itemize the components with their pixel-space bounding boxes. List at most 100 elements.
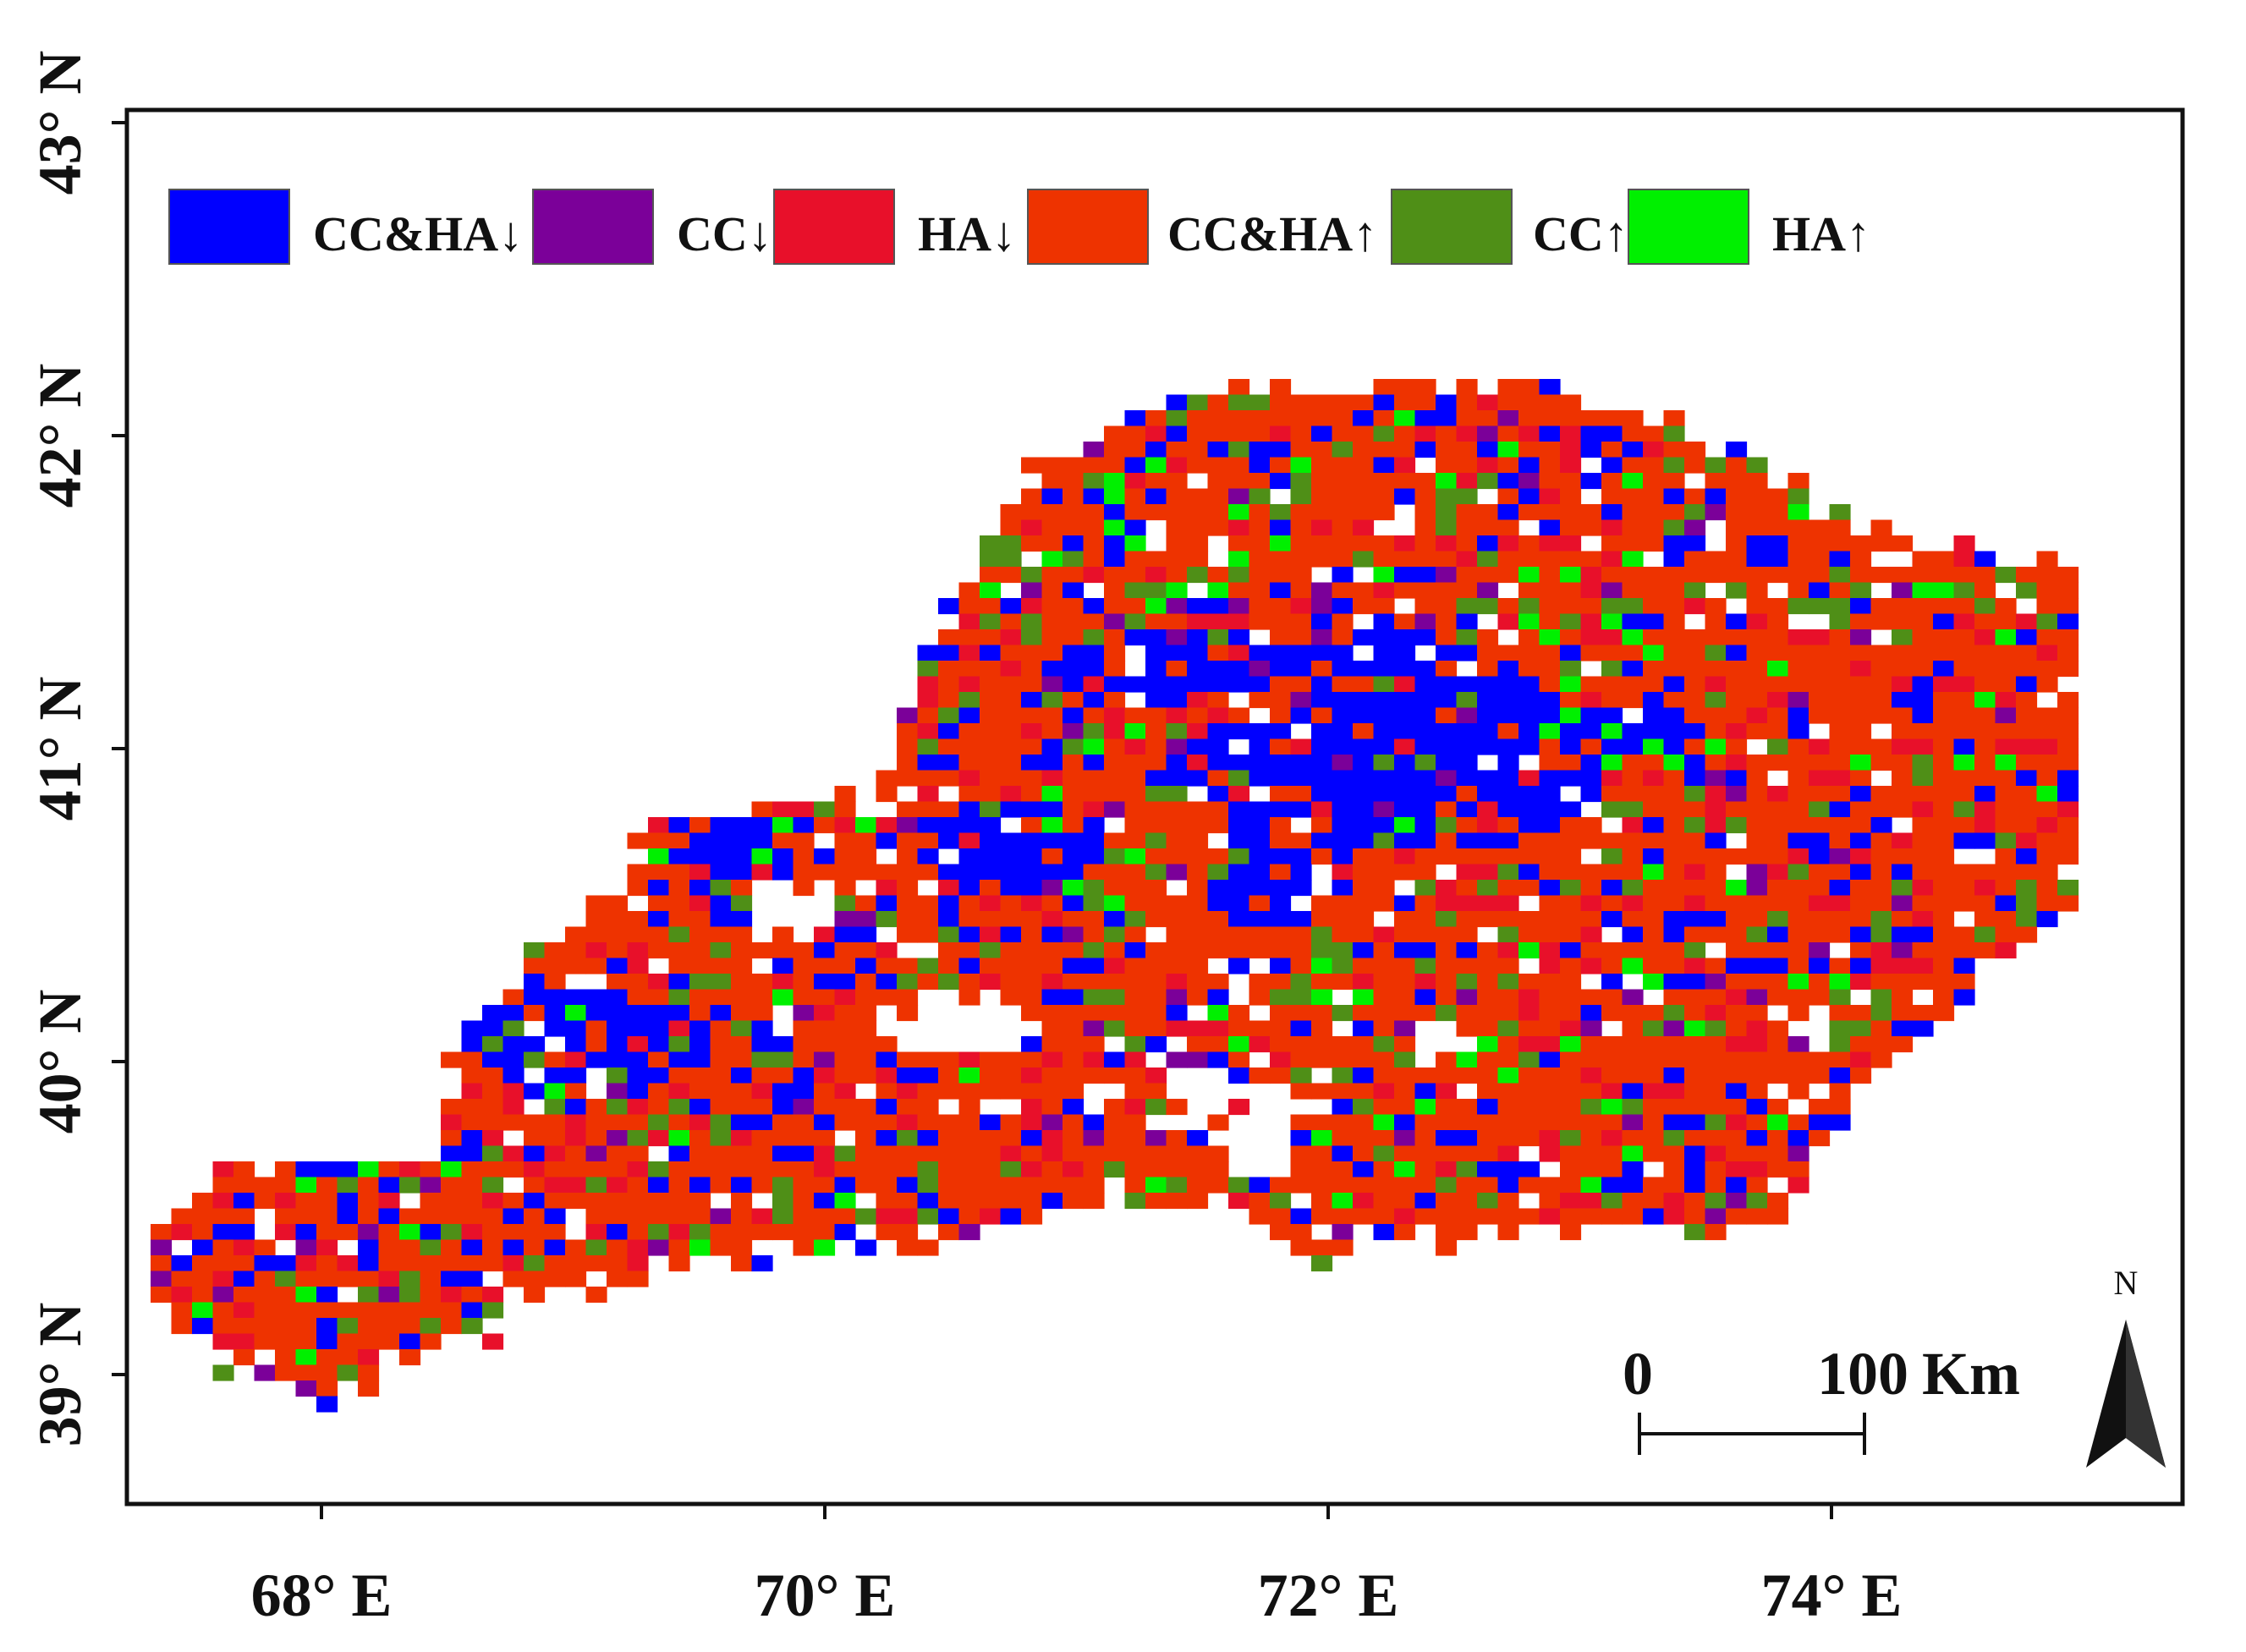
raster-cell xyxy=(1353,832,1375,849)
raster-cell xyxy=(876,1099,898,1116)
raster-cell xyxy=(1456,755,1478,771)
raster-cell xyxy=(1456,410,1478,427)
raster-cell xyxy=(1809,535,1831,552)
raster-cell xyxy=(1414,488,1436,505)
raster-cell xyxy=(772,864,794,881)
raster-cell xyxy=(1104,864,1126,881)
raster-cell xyxy=(1187,755,1209,771)
raster-cell xyxy=(502,1161,524,1178)
raster-cell xyxy=(1249,661,1271,678)
raster-cell xyxy=(1270,1177,1292,1194)
raster-cell xyxy=(378,1239,400,1256)
raster-cell xyxy=(793,1020,815,1037)
raster-cell xyxy=(1829,582,1851,599)
raster-cell xyxy=(938,911,960,928)
raster-cell xyxy=(1373,848,1395,865)
raster-cell xyxy=(1746,832,1768,849)
raster-cell xyxy=(855,1161,877,1178)
raster-cell xyxy=(1497,1036,1519,1053)
raster-cell xyxy=(1414,535,1436,552)
raster-cell xyxy=(192,1287,214,1303)
raster-cell xyxy=(1207,707,1229,724)
raster-cell xyxy=(1580,425,1602,442)
raster-cell xyxy=(834,1083,856,1100)
raster-cell xyxy=(1124,410,1146,427)
raster-cell xyxy=(751,848,773,865)
raster-cell xyxy=(1104,1099,1126,1116)
raster-cell xyxy=(1373,1130,1395,1147)
raster-cell xyxy=(1560,1224,1582,1241)
raster-cell xyxy=(1270,989,1292,1006)
raster-cell xyxy=(1021,645,1043,661)
raster-cell xyxy=(1477,958,1499,974)
raster-cell xyxy=(502,1224,524,1241)
raster-cell xyxy=(1953,535,1975,552)
raster-cell xyxy=(358,1364,380,1381)
raster-cell xyxy=(668,1036,690,1053)
raster-cell xyxy=(1270,410,1292,427)
raster-cell xyxy=(2016,692,2038,709)
raster-cell xyxy=(1663,661,1685,678)
raster-cell xyxy=(710,911,732,928)
raster-cell xyxy=(1145,661,1167,678)
raster-cell xyxy=(1456,1208,1478,1225)
raster-cell xyxy=(1580,1193,1602,1210)
raster-cell xyxy=(627,1005,649,1022)
raster-cell xyxy=(1601,488,1623,505)
raster-cell xyxy=(337,1364,359,1381)
raster-cell xyxy=(1539,692,1561,709)
raster-cell xyxy=(855,1020,877,1037)
raster-cell xyxy=(1684,1208,1706,1225)
raster-cell xyxy=(1684,504,1706,521)
raster-cell xyxy=(1436,410,1458,427)
raster-cell xyxy=(1373,551,1395,568)
raster-cell xyxy=(1726,1193,1748,1210)
raster-cell xyxy=(1207,1177,1229,1194)
raster-cell xyxy=(1497,1020,1519,1037)
raster-cell xyxy=(1829,770,1851,787)
raster-cell xyxy=(1726,1067,1748,1084)
raster-cell xyxy=(648,1020,670,1037)
raster-cell xyxy=(876,1083,898,1100)
raster-cell xyxy=(627,1208,649,1225)
raster-cell xyxy=(1373,1177,1395,1194)
raster-cell xyxy=(1083,1036,1105,1053)
raster-cell xyxy=(1021,1161,1043,1178)
raster-cell xyxy=(1560,1130,1582,1147)
raster-cell xyxy=(1436,786,1458,803)
raster-cell xyxy=(1829,832,1851,849)
raster-cell xyxy=(1912,1020,1934,1037)
raster-cell xyxy=(793,1067,815,1084)
raster-cell xyxy=(938,707,960,724)
raster-cell xyxy=(1643,488,1665,505)
raster-cell xyxy=(1166,519,1188,536)
raster-cell xyxy=(1311,504,1333,521)
raster-cell xyxy=(1622,926,1644,943)
raster-cell xyxy=(1311,989,1333,1006)
raster-cell xyxy=(1353,1051,1375,1068)
raster-cell xyxy=(1228,801,1250,818)
raster-cell xyxy=(1332,786,1354,803)
raster-cell xyxy=(793,880,815,897)
raster-cell xyxy=(399,1177,421,1194)
raster-cell xyxy=(441,1224,463,1241)
raster-cell xyxy=(1663,582,1685,599)
raster-cell xyxy=(814,1099,836,1116)
raster-cell xyxy=(1560,1067,1582,1084)
raster-cell xyxy=(1477,974,1499,991)
raster-cell xyxy=(420,1161,442,1178)
raster-cell xyxy=(1892,848,1914,865)
raster-cell xyxy=(1041,786,1063,803)
raster-cell xyxy=(1726,519,1748,536)
raster-cell xyxy=(980,551,1002,568)
raster-cell xyxy=(544,1130,566,1147)
raster-cell xyxy=(1041,832,1063,849)
raster-cell xyxy=(1539,848,1561,865)
raster-cell xyxy=(1104,848,1126,865)
raster-cell xyxy=(1166,707,1188,724)
raster-cell xyxy=(1021,629,1043,646)
raster-cell xyxy=(1705,958,1727,974)
raster-cell xyxy=(834,1051,856,1068)
raster-cell xyxy=(295,1349,317,1366)
raster-cell xyxy=(1436,942,1458,959)
